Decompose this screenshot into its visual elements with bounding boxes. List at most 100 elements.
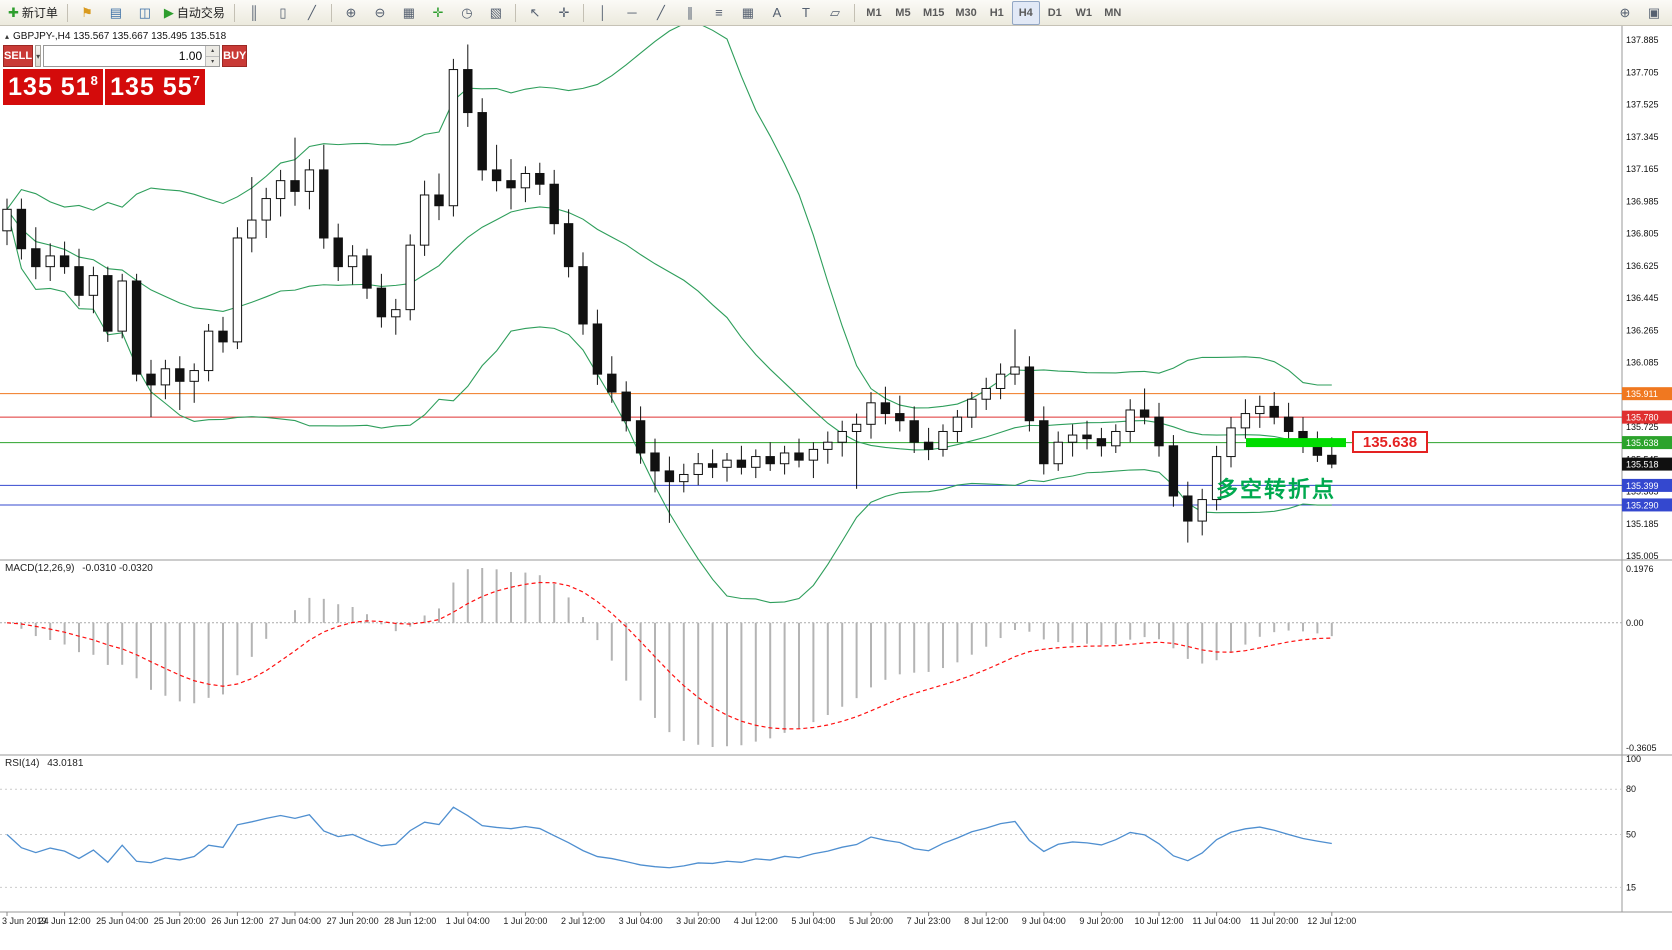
candle-body: [1269, 405, 1279, 418]
price-tag: [1622, 387, 1672, 401]
line-chart-button[interactable]: ╱: [298, 1, 326, 25]
bollinger-band-line: [6, 22, 1332, 409]
navigator-button[interactable]: ◫: [131, 1, 159, 25]
trendline-button[interactable]: ╱: [647, 1, 675, 25]
buy-price-button[interactable]: 135 55 7: [105, 69, 205, 105]
crosshair-button[interactable]: ✛: [550, 1, 578, 25]
tf-w1-button[interactable]: W1: [1070, 1, 1098, 25]
sell-price-button[interactable]: 135 51 8: [3, 69, 103, 105]
tf-mn-button-label: MN: [1104, 6, 1122, 19]
candle-body: [736, 459, 747, 468]
sell-button[interactable]: SELL: [3, 45, 34, 67]
navigator-icon: ◫: [138, 5, 152, 20]
time-axis-label: 25 Jun 20:00: [154, 916, 206, 926]
cursor-button[interactable]: ↖: [521, 1, 549, 25]
candle-body: [88, 275, 99, 296]
zoom-in-button[interactable]: ⊕: [337, 1, 365, 25]
time-axis-label: 2 Jul 12:00: [561, 916, 605, 926]
candle-body: [592, 323, 603, 375]
candle-body: [160, 368, 171, 386]
price-axis-label: 136.805: [1626, 229, 1659, 239]
candle-body: [938, 430, 948, 450]
candle-body: [74, 266, 84, 296]
autotrading-button-label: 自动交易: [176, 6, 225, 20]
candle-body: [679, 473, 689, 483]
candle-body: [59, 255, 70, 268]
new-order-button[interactable]: ✚ 新订单: [4, 1, 62, 25]
candle-body: [45, 255, 55, 268]
price-tag-label: 135.399: [1626, 481, 1659, 491]
volume-up-button[interactable]: ▴: [206, 46, 220, 57]
candle-body: [967, 398, 977, 418]
autotrading-button[interactable]: ▶ 自动交易: [160, 1, 229, 25]
tf-m15-button[interactable]: M15: [918, 1, 949, 25]
candle-body: [1283, 416, 1294, 432]
candle-body: [909, 420, 919, 443]
candle-body: [189, 370, 199, 382]
label-button[interactable]: T: [792, 1, 820, 25]
tile-windows-button[interactable]: ▦: [395, 1, 423, 25]
grid-button[interactable]: ▦: [734, 1, 762, 25]
time-axis-label: 7 Jul 23:00: [907, 916, 951, 926]
tf-d1-button-label: D1: [1047, 6, 1062, 19]
channel-button[interactable]: ∥: [676, 1, 704, 25]
candle-body: [1139, 409, 1150, 418]
candle-body: [16, 208, 27, 250]
fibonacci-button[interactable]: ≡: [705, 1, 733, 25]
turning-point-annotation[interactable]: 多空转折点: [1216, 477, 1337, 502]
candle-body: [1312, 445, 1323, 456]
tf-m30-button[interactable]: M30: [950, 1, 981, 25]
candle-body: [261, 198, 271, 221]
tf-mn-button[interactable]: MN: [1099, 1, 1127, 25]
candle-body: [1039, 420, 1049, 465]
volume-input[interactable]: [44, 46, 206, 66]
price-tag: [1622, 410, 1672, 424]
price-tag-label: 135.638: [1626, 438, 1659, 448]
tf-h1-button[interactable]: H1: [983, 1, 1011, 25]
templates-button[interactable]: ▧: [482, 1, 510, 25]
new-order-button-label: 新订单: [21, 6, 58, 20]
one-click-menu-button[interactable]: ▾: [35, 45, 42, 67]
bollinger-band-line: [6, 206, 1332, 451]
candle-body: [1154, 416, 1164, 447]
price-label-annotation[interactable]: 135.638: [1352, 431, 1428, 453]
volume-down-button[interactable]: ▾: [206, 56, 220, 66]
search-symbol-button[interactable]: ⊕: [1611, 1, 1639, 25]
toolbar-separator: [853, 3, 855, 22]
text-button[interactable]: A: [763, 1, 791, 25]
candle-body: [1067, 434, 1078, 443]
indicators-button[interactable]: ✛: [424, 1, 452, 25]
candle-body: [1226, 427, 1236, 458]
zoom-out-button[interactable]: ⊖: [366, 1, 394, 25]
horizontal-line-button[interactable]: ─: [618, 1, 646, 25]
periods-button[interactable]: ◷: [453, 1, 481, 25]
candle-chart-button[interactable]: ▯: [269, 1, 297, 25]
candles-layer: [2, 44, 1337, 543]
price-axis-label: 136.625: [1626, 261, 1659, 271]
candle-body: [607, 373, 617, 393]
layouts-button[interactable]: ▣: [1640, 1, 1668, 25]
tf-m5-button-label: M5: [895, 6, 911, 19]
shapes-button[interactable]: ▱: [821, 1, 849, 25]
price-tag: [1622, 498, 1672, 512]
cursor-icon: ↖: [529, 5, 541, 20]
time-axis-label: 27 Jun 20:00: [327, 916, 379, 926]
tf-m5-button[interactable]: M5: [889, 1, 917, 25]
one-click-trading-panel: SELL ▾ ▴ ▾ BUY 135 51 8 135 55 7: [3, 45, 248, 105]
candle-body: [247, 219, 257, 239]
zoom-out-icon: ⊖: [374, 5, 386, 20]
bar-chart-button[interactable]: ║: [240, 1, 268, 25]
tf-h4-button[interactable]: H4: [1011, 0, 1040, 25]
candle-body: [477, 112, 487, 171]
tf-m1-button[interactable]: M1: [860, 1, 888, 25]
highlight-bar[interactable]: [1246, 438, 1346, 448]
macd-histogram: [20, 568, 1333, 747]
buy-button[interactable]: BUY: [222, 45, 248, 67]
tf-d1-button[interactable]: D1: [1041, 1, 1069, 25]
announcement-button[interactable]: ⚑: [73, 1, 101, 25]
market-watch-button[interactable]: ▤: [102, 1, 130, 25]
vertical-line-button[interactable]: │: [589, 1, 617, 25]
candle-body: [794, 452, 804, 461]
zoom-in-icon: ⊕: [345, 5, 357, 20]
